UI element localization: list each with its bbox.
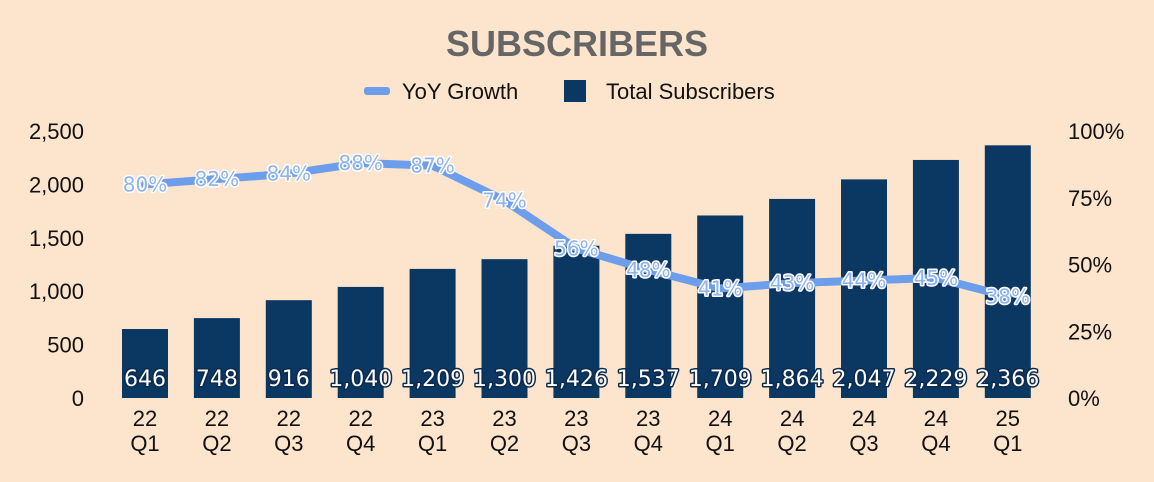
growth-point [215, 178, 218, 181]
x-axis-year-label: 23 [420, 406, 444, 431]
x-axis-quarter-label: Q2 [490, 431, 519, 456]
left-axis: 0 500 1,000 1,500 2,000 2,500 [29, 119, 84, 411]
x-axis-quarter-label: Q3 [274, 431, 303, 456]
growth-label: 88% [338, 151, 382, 175]
subscriber-bar-label: 916 [268, 367, 310, 392]
subscriber-bar [984, 145, 1031, 398]
x-axis: 22Q122Q222Q322Q423Q123Q223Q323Q424Q124Q2… [130, 406, 1022, 456]
right-axis-tick: 25% [1068, 319, 1112, 344]
growth-point [287, 172, 290, 175]
subscriber-bar [553, 245, 600, 398]
right-axis-tick: 50% [1068, 253, 1112, 278]
x-axis-quarter-label: Q2 [202, 431, 231, 456]
x-axis-year-label: 24 [780, 406, 804, 431]
growth-label: 44% [842, 269, 886, 293]
subscriber-bar [769, 198, 816, 398]
growth-label: 38% [986, 285, 1030, 309]
x-axis-year-label: 24 [852, 406, 876, 431]
growth-label: 56% [554, 236, 598, 260]
growth-point [1006, 295, 1009, 298]
growth-point [431, 164, 434, 167]
growth-label: 48% [626, 258, 670, 282]
subscriber-bar [841, 179, 887, 398]
legend-bar-swatch [564, 80, 586, 102]
subscriber-bar-label: 1,209 [401, 367, 464, 392]
subscriber-bar-label: 2,366 [976, 367, 1039, 392]
legend-line-swatch [364, 87, 390, 95]
growth-label: 80% [123, 172, 167, 196]
x-axis-year-label: 22 [348, 406, 372, 431]
subscriber-bar-label: 1,040 [329, 367, 392, 392]
subscriber-bar-label: 1,537 [617, 367, 680, 392]
growth-point [863, 279, 865, 282]
x-axis-quarter-label: Q1 [130, 431, 159, 456]
legend-label-yoy-growth: YoY Growth [402, 79, 518, 104]
growth-label: 84% [267, 162, 311, 186]
subscriber-bar-label: 1,300 [473, 367, 536, 392]
x-axis-year-label: 25 [996, 406, 1020, 431]
growth-label: 41% [698, 277, 742, 301]
growth-label: 45% [914, 266, 958, 290]
right-axis-tick: 75% [1068, 186, 1112, 211]
growth-point [503, 199, 506, 202]
x-axis-quarter-label: Q1 [993, 431, 1022, 456]
x-axis-quarter-label: Q4 [921, 431, 950, 456]
right-axis-tick: 100% [1068, 119, 1124, 144]
x-axis-quarter-label: Q4 [346, 431, 375, 456]
growth-label: 43% [770, 271, 814, 295]
subscriber-bar [409, 268, 456, 398]
x-axis-year-label: 24 [924, 406, 948, 431]
subscriber-bar [122, 329, 168, 398]
chart-title: SUBSCRIBERS [446, 23, 708, 64]
growth-label: 74% [482, 188, 526, 212]
left-axis-tick: 2,000 [29, 172, 84, 197]
subscriber-bar-label: 2,047 [833, 367, 896, 392]
x-axis-year-label: 24 [708, 406, 732, 431]
subscriber-bar-label: 646 [124, 367, 166, 392]
growth-point [575, 247, 578, 250]
subscriber-bar [481, 259, 528, 398]
growth-line-series: 80% 82% 84% 88% 87% 74% 56% 48% 41% 43% 44% 45% 38% [121, 150, 1031, 311]
x-axis-quarter-label: Q2 [777, 431, 806, 456]
legend-label-total-subscribers: Total Subscribers [606, 79, 775, 104]
growth-point [144, 183, 146, 186]
x-axis-year-label: 23 [564, 406, 588, 431]
subscriber-bar [337, 286, 384, 398]
subscriber-bar-label: 748 [196, 367, 238, 392]
right-axis: 0% 25% 50% 75% 100% [1068, 119, 1124, 411]
bars-series: 646 748 916 1,040 1,209 1,300 1,426 1,537 1,709 1… [122, 145, 1041, 398]
left-axis-tick: 0 [72, 386, 84, 411]
subscriber-bar [193, 318, 240, 398]
growth-point [647, 268, 650, 271]
x-axis-year-label: 23 [636, 406, 660, 431]
left-axis-tick: 500 [47, 333, 84, 358]
x-axis-year-label: 22 [277, 406, 301, 431]
subscriber-bar [697, 215, 744, 398]
growth-point [719, 287, 722, 290]
x-axis-quarter-label: Q1 [418, 431, 447, 456]
left-axis-tick: 2,500 [29, 119, 84, 144]
x-axis-quarter-label: Q4 [634, 431, 663, 456]
subscriber-bar-label: 1,709 [689, 367, 752, 392]
subscriber-bar [265, 300, 312, 398]
subscriber-bar-label: 1,426 [545, 367, 608, 392]
right-axis-tick: 0% [1068, 386, 1100, 411]
x-axis-year-label: 23 [492, 406, 516, 431]
subscriber-bar-label: 1,864 [761, 367, 824, 392]
legend: YoY Growth Total Subscribers [364, 79, 775, 104]
growth-label: 87% [410, 154, 454, 178]
x-axis-quarter-label: Q3 [849, 431, 878, 456]
left-axis-tick: 1,000 [29, 279, 84, 304]
x-axis-year-label: 22 [205, 406, 229, 431]
x-axis-quarter-label: Q1 [706, 431, 735, 456]
x-axis-quarter-label: Q3 [562, 431, 591, 456]
growth-point [934, 276, 937, 279]
growth-label: 82% [195, 167, 239, 191]
subscriber-bar-label: 2,229 [904, 367, 967, 392]
left-axis-tick: 1,500 [29, 226, 84, 251]
growth-point [359, 162, 362, 165]
growth-point [791, 282, 794, 285]
x-axis-year-label: 22 [133, 406, 157, 431]
